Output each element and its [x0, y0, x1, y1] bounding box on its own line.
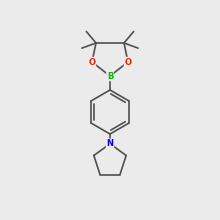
Text: B: B	[107, 72, 113, 81]
Text: N: N	[106, 139, 114, 148]
Text: O: O	[125, 57, 132, 66]
Text: O: O	[88, 57, 95, 66]
